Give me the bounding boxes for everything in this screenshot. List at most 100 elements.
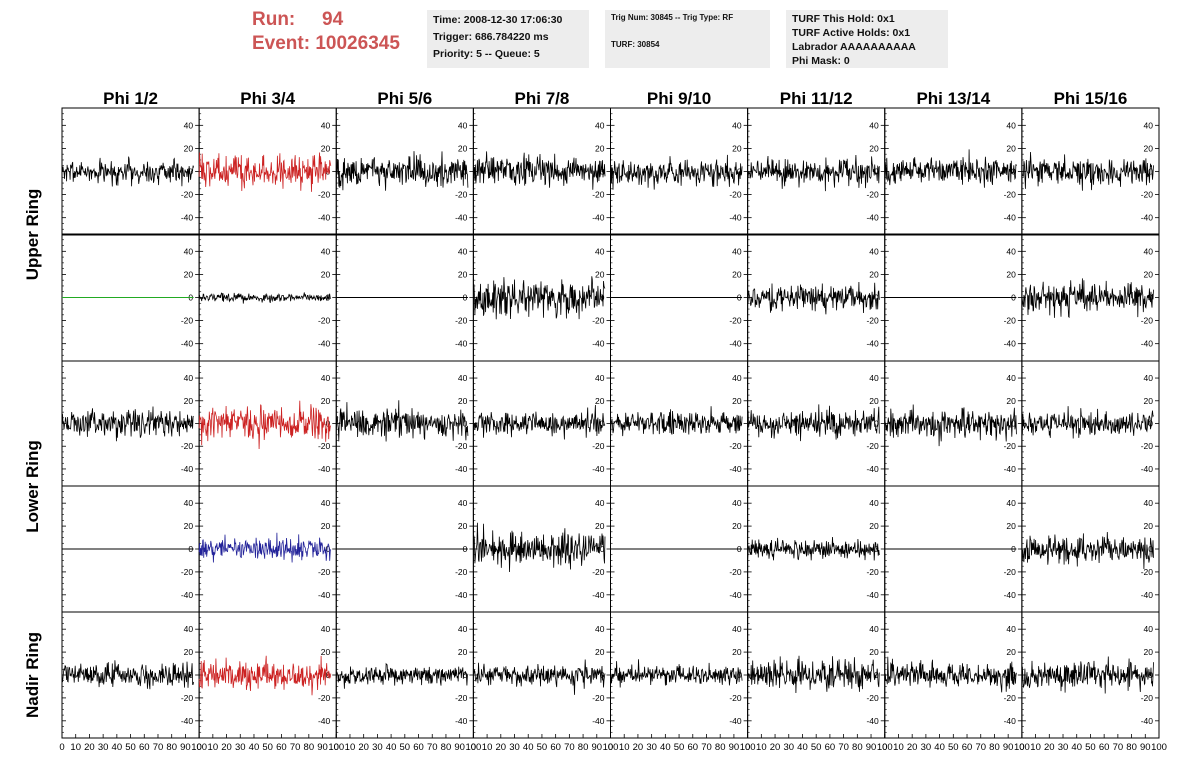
y-tick-label: 20	[1006, 143, 1016, 153]
x-tick-label: 30	[1058, 742, 1069, 753]
waveform-trace	[1021, 531, 1154, 570]
y-tick-label: -40	[866, 716, 879, 726]
y-tick-label: 20	[1144, 143, 1154, 153]
y-tick-label: -20	[318, 441, 331, 451]
event-value: 10026345	[315, 33, 400, 54]
x-tick-label: 40	[249, 742, 260, 753]
y-tick-label: -20	[592, 441, 605, 451]
y-tick-label: 20	[458, 396, 468, 406]
x-tick-label: 80	[715, 742, 726, 753]
y-tick-label: 0	[1148, 167, 1153, 177]
x-tick-label: 10	[756, 742, 767, 753]
x-tick-label: 60	[276, 742, 287, 753]
trigger-text: Trigger: 686.784220 ms	[433, 31, 549, 43]
x-tick-label: 10	[208, 742, 219, 753]
x-tick-label: 90	[454, 742, 465, 753]
y-tick-label: -40	[866, 213, 879, 223]
x-tick-label: 100	[191, 742, 207, 753]
column-title: Phi 11/12	[780, 89, 853, 108]
x-tick-label: 90	[1003, 742, 1014, 753]
y-tick-label: 40	[1006, 373, 1016, 383]
y-tick-label: 40	[184, 373, 194, 383]
column-title: Phi 9/10	[647, 89, 711, 108]
y-tick-label: -20	[318, 190, 331, 200]
y-tick-label: -40	[318, 590, 331, 600]
waveform-trace	[473, 276, 606, 320]
y-tick-label: 40	[1006, 498, 1016, 508]
panel-frame	[884, 611, 1023, 739]
y-tick-label: 40	[595, 120, 605, 130]
y-tick-label: -20	[866, 316, 879, 326]
x-tick-label: 0	[196, 742, 201, 753]
y-tick-label: 20	[732, 396, 742, 406]
x-tick-label: 70	[701, 742, 712, 753]
x-tick-label: 90	[317, 742, 328, 753]
waveform-trace	[610, 154, 743, 190]
y-tick-label: 20	[869, 396, 879, 406]
x-tick-label: 80	[304, 742, 315, 753]
trig-num-text: Trig Num: 30845 -- Trig Type: RF	[611, 13, 734, 22]
y-tick-label: -40	[181, 590, 194, 600]
y-tick-label: 0	[1148, 544, 1153, 554]
waveform-trace	[1021, 656, 1154, 694]
x-tick-label: 90	[180, 742, 191, 753]
y-tick-label: -20	[1141, 693, 1154, 703]
y-tick-label: 0	[1148, 419, 1153, 429]
labrador-text: Labrador AAAAAAAAAA	[792, 41, 916, 53]
y-tick-label: 40	[321, 246, 331, 256]
y-tick-label: -40	[729, 213, 742, 223]
y-tick-label: 40	[184, 624, 194, 634]
x-tick-label: 50	[811, 742, 822, 753]
y-tick-label: 20	[184, 521, 194, 531]
x-tick-label: 100	[328, 742, 344, 753]
x-tick-label: 60	[962, 742, 973, 753]
y-tick-label: -20	[1004, 693, 1017, 703]
y-tick-label: 0	[874, 167, 879, 177]
y-tick-label: -20	[592, 190, 605, 200]
x-tick-label: 80	[441, 742, 452, 753]
run-value: 94	[322, 9, 344, 30]
x-tick-label: 50	[1085, 742, 1096, 753]
y-tick-label: 40	[869, 120, 879, 130]
y-tick-label: 0	[1011, 670, 1016, 680]
y-tick-label: 20	[595, 269, 605, 279]
y-tick-label: -40	[181, 716, 194, 726]
turf-active-holds-text: TURF Active Holds: 0x1	[792, 27, 911, 39]
y-tick-label: -20	[866, 190, 879, 200]
y-tick-label: -40	[729, 464, 742, 474]
y-tick-label: 20	[869, 143, 879, 153]
y-tick-label: -40	[455, 716, 468, 726]
y-tick-label: 20	[869, 269, 879, 279]
x-tick-label: 80	[166, 742, 177, 753]
y-tick-label: 40	[321, 373, 331, 383]
y-tick-label: 40	[458, 373, 468, 383]
y-tick-label: -40	[181, 464, 194, 474]
phi-mask-text: Phi Mask: 0	[792, 55, 850, 67]
y-tick-label: -20	[455, 693, 468, 703]
column-title: Phi 5/6	[377, 89, 432, 108]
y-tick-label: 40	[458, 624, 468, 634]
x-tick-label: 10	[619, 742, 630, 753]
y-tick-label: -20	[592, 567, 605, 577]
x-tick-label: 0	[882, 742, 887, 753]
y-tick-label: 20	[595, 143, 605, 153]
turf-this-hold-text: TURF This Hold: 0x1	[792, 13, 895, 25]
run-event-block: Run: 94 Event: 10026345	[252, 8, 400, 56]
x-tick-label: 90	[1140, 742, 1151, 753]
waveform-trace	[61, 406, 194, 442]
waveform-trace	[335, 400, 469, 442]
x-tick-label: 0	[1019, 742, 1024, 753]
trig-info-box: Trig Num: 30845 -- Trig Type: RF TURF: 3…	[605, 10, 770, 68]
y-tick-label: -20	[1004, 316, 1017, 326]
y-tick-label: 20	[732, 269, 742, 279]
x-tick-label: 70	[1113, 742, 1124, 753]
waveform-trace	[198, 292, 331, 304]
y-tick-label: -40	[1141, 464, 1154, 474]
y-tick-label: -40	[592, 213, 605, 223]
waveform-trace	[198, 152, 332, 192]
y-tick-label: -40	[1004, 464, 1017, 474]
y-tick-label: 40	[1144, 624, 1154, 634]
y-tick-label: -40	[318, 339, 331, 349]
y-tick-label: 40	[1006, 120, 1016, 130]
x-tick-label: 40	[1071, 742, 1082, 753]
